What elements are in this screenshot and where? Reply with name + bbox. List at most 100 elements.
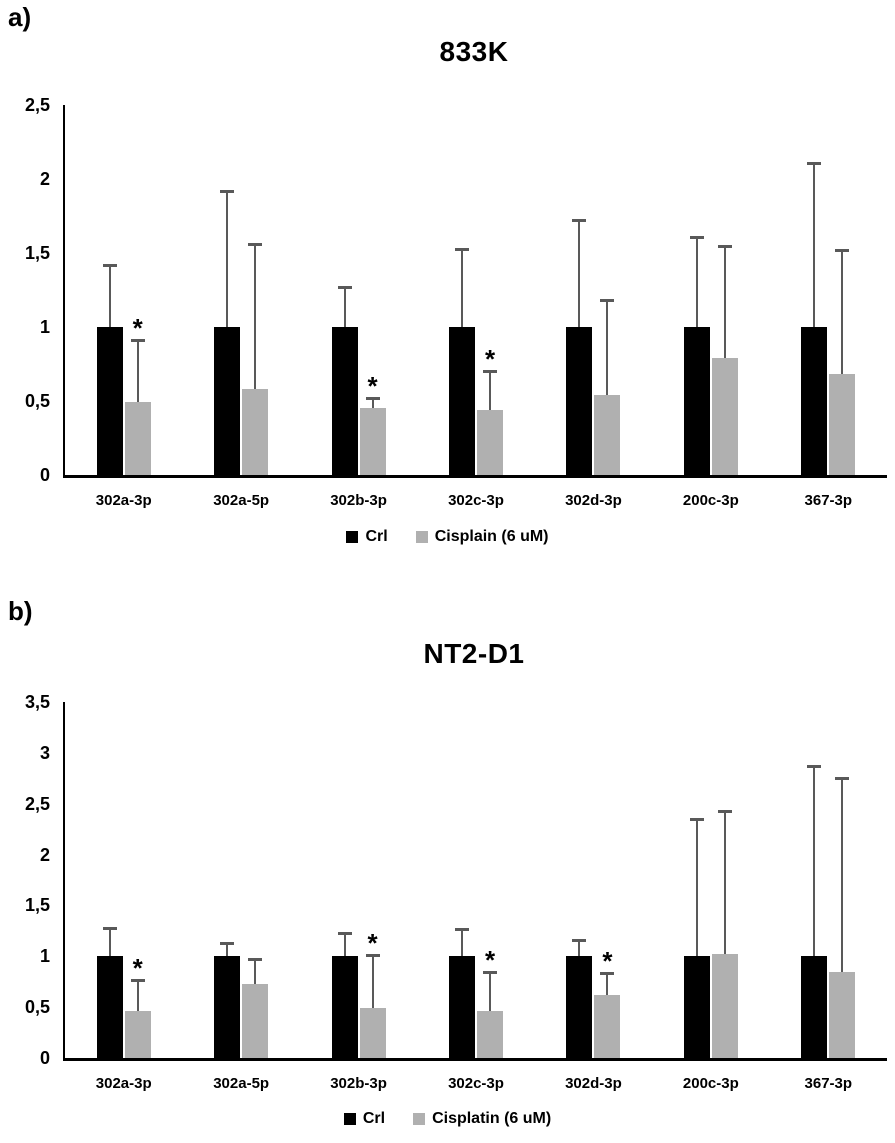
bar-cisplain-367-3p <box>829 374 856 475</box>
error-bar-cap <box>572 219 587 223</box>
significance-asterisk: * <box>367 371 378 402</box>
error-bar <box>841 778 844 972</box>
error-bar-cap <box>600 299 615 303</box>
legend-label: Cisplatin (6 uM) <box>432 1110 552 1127</box>
error-bar <box>136 979 139 1012</box>
error-bar-cap <box>835 777 850 781</box>
significance-asterisk: * <box>484 344 496 375</box>
error-bar <box>813 766 816 957</box>
bar-cisplatin-200c-3p <box>711 954 738 1058</box>
bar-crl-367-3p <box>801 956 828 1058</box>
bar-cisplain-302c-3p <box>477 409 503 475</box>
bar-crl-302c-3p <box>449 327 475 475</box>
error-bar <box>578 940 581 957</box>
bar-crl-200c-3p <box>683 956 710 1058</box>
error-bar-cap <box>337 286 352 290</box>
bar-crl-367-3p <box>801 327 828 475</box>
bar-crl-302a-3p <box>96 956 123 1058</box>
bar-cisplatin-302a-3p <box>124 1011 151 1058</box>
error-bar <box>606 300 609 396</box>
error-bar-cap <box>717 809 732 813</box>
error-bar <box>136 340 139 403</box>
error-bar <box>371 398 374 409</box>
y-tick-label: 2,5 <box>24 793 50 814</box>
chart-a-legend: Crl Cisplain (6 uM) <box>0 528 895 546</box>
error-bar <box>108 264 111 327</box>
bar-cisplatin-302d-3p <box>594 994 621 1058</box>
y-tick-label: 3,5 <box>24 692 50 712</box>
error-bar-cap <box>130 339 145 343</box>
error-bar <box>841 250 844 375</box>
error-bar <box>226 943 229 957</box>
bar-crl-302c-3p <box>449 956 475 1058</box>
chart-a-plot-area: * * * <box>63 105 887 478</box>
error-bar-cap <box>248 958 263 962</box>
error-bar-cap <box>102 263 117 267</box>
error-bar-cap <box>835 249 850 253</box>
chart-b-title: NT2-D1 <box>423 638 525 669</box>
error-bar-cap <box>220 942 235 946</box>
x-category-label: 200c-3p <box>682 1075 739 1092</box>
bar-cisplatin-302b-3p <box>359 1008 386 1058</box>
error-bar-cap <box>455 927 469 931</box>
x-category-label: 200c-3p <box>682 492 739 509</box>
y-tick-label: 1,5 <box>24 895 50 916</box>
significance-asterisk: * <box>484 944 496 975</box>
error-bar-cap <box>689 817 704 821</box>
y-tick-label: 2,5 <box>24 95 50 115</box>
error-bar-cap <box>689 235 704 239</box>
error-bar-cap <box>600 971 615 975</box>
x-category-label: 302a-5p <box>213 492 270 509</box>
y-tick-label: 0 <box>39 1048 50 1068</box>
error-bar <box>108 927 111 957</box>
legend-swatch-icon <box>346 531 359 543</box>
error-bar <box>606 972 609 995</box>
x-category-label: 302d-3p <box>565 492 622 509</box>
x-category-label: 302a-3p <box>95 1075 152 1092</box>
error-bar-cap <box>807 161 822 165</box>
x-category-label: 302a-3p <box>95 492 152 509</box>
panel-b: b) NT2-D1 * * * * Crl Cisplatin (6 uM) 0 0,5 1… <box>0 590 895 1143</box>
error-bar <box>461 928 463 957</box>
y-tick-label: 2 <box>39 169 50 189</box>
error-bar <box>489 371 491 410</box>
error-bar <box>489 971 491 1012</box>
error-bar-cap <box>365 954 380 958</box>
x-category-label: 367-3p <box>804 492 853 509</box>
legend-swatch-icon <box>415 531 428 543</box>
error-bar <box>343 287 346 327</box>
chart-b-legend: Crl Cisplatin (6 uM) <box>0 1110 895 1128</box>
y-tick-label: 1 <box>39 946 50 967</box>
legend-item: Cisplatin (6 uM) <box>413 1110 551 1128</box>
error-bar <box>578 220 581 327</box>
y-tick-label: 1 <box>39 317 50 337</box>
legend-label: Cisplain (6 uM) <box>434 528 549 545</box>
y-tick-label: 2 <box>39 844 50 865</box>
error-bar-cap <box>337 931 352 935</box>
bar-cisplain-302d-3p <box>594 395 621 475</box>
error-bar-cap <box>572 939 587 943</box>
y-tick-label: 0,5 <box>24 997 50 1018</box>
bar-crl-302b-3p <box>331 327 358 475</box>
bar-crl-302d-3p <box>566 956 593 1058</box>
chart-b-plot-area: * * * * <box>63 702 887 1061</box>
error-bar <box>723 245 726 359</box>
y-tick-label: 3 <box>39 742 50 763</box>
error-bar <box>371 955 374 1009</box>
panel-a: a) 833K * * * Crl Cisplain (6 uM) 0 0,5 1 1,5 2… <box>0 2 895 546</box>
legend-item: Crl <box>346 528 388 546</box>
error-bar <box>254 244 257 390</box>
bar-cisplatin-302a-5p <box>242 983 269 1058</box>
legend-item: Cisplain (6 uM) <box>415 528 549 546</box>
bar-cisplatin-302c-3p <box>477 1011 503 1058</box>
significance-asterisk: * <box>132 313 143 344</box>
error-bar <box>226 190 229 327</box>
bar-cisplain-302a-3p <box>124 402 151 475</box>
x-category-label: 302c-3p <box>448 492 504 509</box>
bar-crl-302a-5p <box>214 956 241 1058</box>
error-bar-cap <box>248 243 263 247</box>
bar-cisplatin-367-3p <box>829 971 856 1058</box>
legend-swatch-icon <box>343 1113 356 1125</box>
x-category-label: 367-3p <box>804 1075 853 1092</box>
